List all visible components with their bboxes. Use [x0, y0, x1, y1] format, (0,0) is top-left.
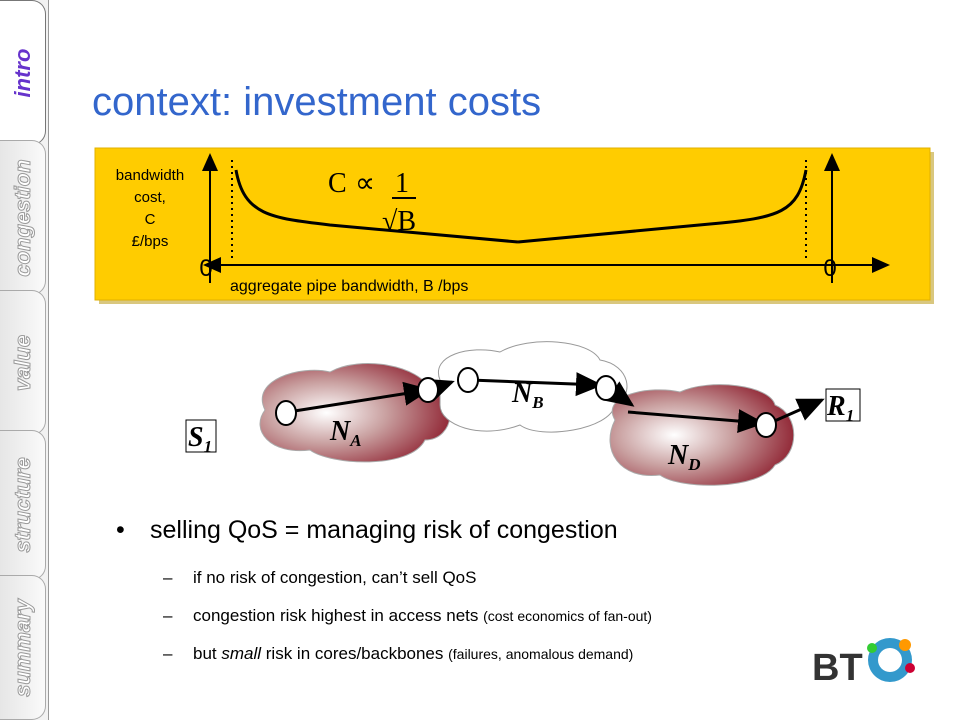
- y-label: C: [145, 211, 156, 228]
- cost-curve: [517, 169, 808, 244]
- node-label: S1: [188, 422, 212, 456]
- dash: –: [163, 606, 173, 625]
- note: (cost economics of fan-out): [483, 608, 652, 624]
- formula-lhs: C: [328, 168, 347, 199]
- dash: –: [163, 644, 173, 663]
- link: [287, 381, 431, 414]
- nav-tab[interactable]: intro: [0, 0, 46, 145]
- emphasis: small: [221, 644, 262, 663]
- x-label: aggregate pipe bandwidth, B /bps: [230, 278, 468, 295]
- network: S1 NA NB ND R1: [185, 341, 861, 486]
- sub-bullet: if no risk of congestion, can’t sell QoS: [193, 568, 476, 588]
- slide-title: context: investment costs: [92, 80, 542, 124]
- logo-text: BT: [812, 647, 863, 689]
- nav-tab[interactable]: structure: [0, 430, 46, 580]
- text: risk in cores/backbones: [261, 644, 449, 663]
- text: if no risk of congestion, can’t sell QoS: [193, 568, 477, 587]
- bullet-mark: •: [116, 516, 125, 544]
- origin-label: 0: [199, 255, 212, 282]
- dash: –: [163, 568, 173, 587]
- node-label: NA: [329, 416, 362, 450]
- sub-bullet: but small risk in cores/backbones (failu…: [193, 644, 633, 664]
- graph-panel: [94, 147, 931, 301]
- node-box: [185, 419, 217, 453]
- cost-curve: [234, 169, 519, 244]
- node-box: [825, 388, 861, 422]
- logo: BT: [812, 638, 915, 689]
- y-label: cost,: [134, 189, 166, 206]
- nav-tab[interactable]: value: [0, 290, 46, 435]
- nav-tab[interactable]: summary: [0, 575, 46, 720]
- formula-prop: ∝: [355, 168, 375, 199]
- link: [769, 398, 825, 425]
- formula-den: √B: [382, 206, 416, 237]
- sidebar: intro congestion value structure summary: [0, 0, 49, 720]
- node-label: ND: [667, 440, 701, 474]
- y-label: bandwidth: [116, 167, 184, 184]
- link: [627, 409, 765, 433]
- node-label: NB: [511, 378, 544, 412]
- formula-num: 1: [395, 168, 409, 199]
- link: [469, 372, 603, 397]
- y-label: £/bps: [132, 233, 169, 250]
- bullet-main: selling QoS = managing risk of congestio…: [150, 516, 618, 544]
- node-label: R1: [826, 391, 854, 425]
- sub-bullet: congestion risk highest in access nets (…: [193, 606, 652, 626]
- text: but: [193, 644, 222, 663]
- origin-label: 0: [823, 255, 836, 282]
- text: congestion risk highest in access nets: [193, 606, 484, 625]
- note: (failures, anomalous demand): [448, 646, 634, 662]
